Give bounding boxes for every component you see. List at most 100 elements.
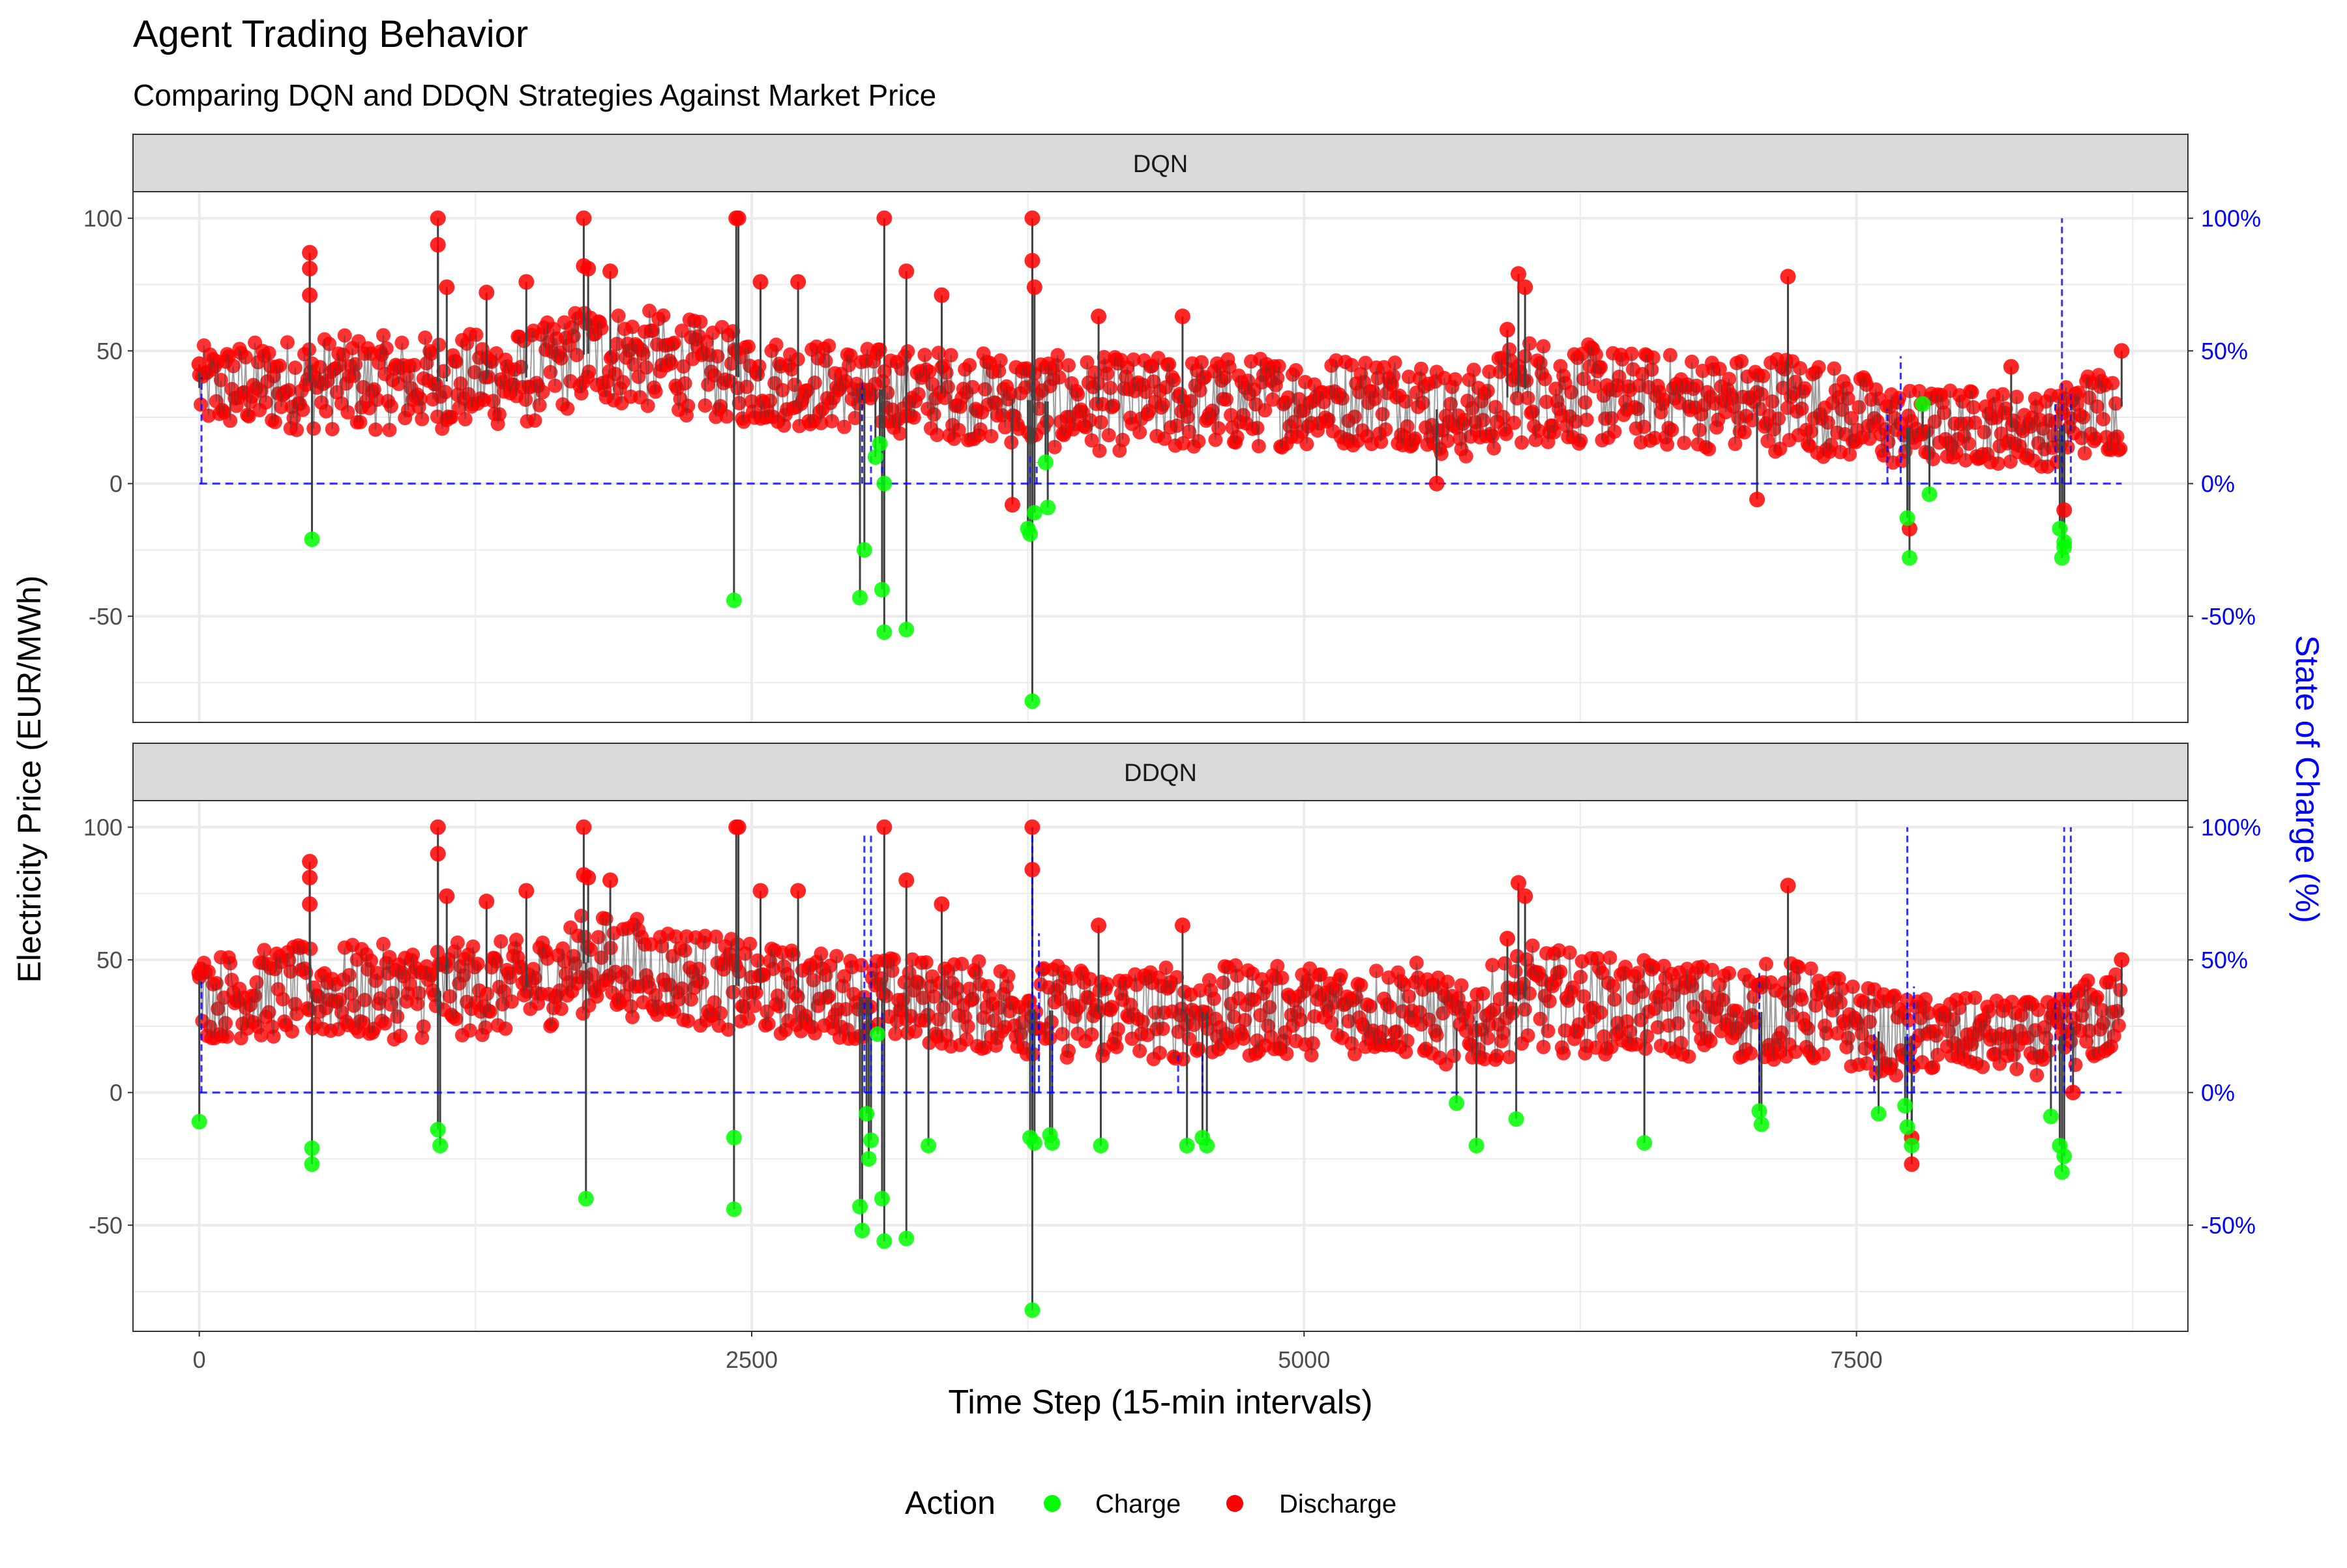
discharge-point bbox=[2065, 1084, 2081, 1101]
charge-point bbox=[861, 1151, 877, 1167]
facet-panel-dqn: DQN -50 -50% 0 0% 50 50% 100 100% bbox=[83, 134, 2261, 723]
discharge-point bbox=[191, 965, 207, 981]
legend-discharge-label: Discharge bbox=[1279, 1490, 1396, 1518]
charge-point bbox=[856, 542, 872, 558]
y-tick-label: 50 bbox=[96, 947, 123, 973]
discharge-point bbox=[934, 287, 950, 303]
facet-strip-label: DDQN bbox=[1124, 760, 1197, 787]
discharge-point bbox=[1024, 861, 1041, 878]
discharge-point bbox=[430, 846, 446, 862]
charge-point bbox=[2052, 520, 2068, 537]
y2-tick-label: 0% bbox=[2201, 471, 2235, 497]
charge-point bbox=[1904, 1138, 1920, 1154]
discharge-point bbox=[1004, 497, 1020, 513]
discharge-point bbox=[934, 896, 950, 912]
y-tick-label: 0 bbox=[110, 1080, 123, 1106]
y2-tick-label: -50% bbox=[2201, 603, 2256, 630]
y2-tick-label: 50% bbox=[2201, 338, 2248, 364]
discharge-point bbox=[1517, 888, 1533, 904]
charge-point bbox=[1753, 1116, 1769, 1132]
x-tick-label: 7500 bbox=[1831, 1346, 1883, 1373]
charge-point bbox=[726, 1201, 742, 1217]
y-axis-title: Electricity Price (EUR/MWh) bbox=[11, 575, 48, 983]
discharge-point bbox=[576, 819, 592, 835]
discharge-point bbox=[1174, 308, 1190, 325]
chart-title: Agent Trading Behavior bbox=[133, 13, 528, 55]
charge-point bbox=[898, 621, 915, 638]
discharge-point bbox=[1511, 875, 1527, 891]
facet-strip bbox=[132, 134, 2189, 192]
discharge-point bbox=[479, 284, 495, 301]
y-tick-label: 100 bbox=[83, 814, 123, 841]
charge-point bbox=[898, 1230, 915, 1247]
charge-point bbox=[867, 449, 883, 465]
x-tick-label: 5000 bbox=[1278, 1346, 1330, 1373]
charge-point bbox=[2043, 1108, 2059, 1125]
discharge-point bbox=[580, 870, 597, 886]
legend-charge-label: Charge bbox=[1095, 1490, 1181, 1518]
charge-point bbox=[854, 1222, 870, 1239]
discharge-point bbox=[191, 356, 207, 372]
discharge-point bbox=[1024, 210, 1041, 226]
discharge-point bbox=[518, 883, 535, 899]
charge-point bbox=[304, 531, 320, 548]
charge-point bbox=[1899, 510, 1915, 526]
discharge-point bbox=[518, 274, 535, 290]
discharge-point bbox=[430, 819, 446, 835]
discharge-point bbox=[1517, 279, 1533, 295]
charge-point bbox=[2056, 539, 2073, 555]
discharge-point bbox=[876, 210, 893, 226]
discharge-point bbox=[302, 853, 318, 870]
charge-point bbox=[874, 582, 890, 598]
discharge-point bbox=[302, 870, 318, 886]
discharge-point bbox=[1499, 930, 1516, 947]
discharge-point bbox=[1091, 917, 1107, 934]
discharge-point bbox=[1780, 269, 1796, 285]
discharge-point bbox=[1904, 1156, 1920, 1172]
charge-point bbox=[859, 1106, 875, 1122]
charge-point bbox=[1468, 1138, 1484, 1154]
charge-point bbox=[430, 1121, 446, 1138]
discharge-point bbox=[302, 244, 318, 261]
x-tick-label: 0 bbox=[193, 1346, 206, 1373]
panel-border bbox=[132, 800, 2189, 1332]
discharge-point bbox=[1091, 308, 1107, 325]
discharge-point bbox=[302, 261, 318, 277]
discharge-point bbox=[1749, 492, 1765, 508]
charge-point bbox=[578, 1191, 594, 1207]
charge-point bbox=[1921, 486, 1938, 502]
discharge-point bbox=[1499, 321, 1516, 338]
charge-point bbox=[1024, 693, 1041, 709]
y-tick-label: 0 bbox=[110, 471, 123, 497]
discharge-point bbox=[1026, 279, 1042, 295]
y2-tick-label: 100% bbox=[2201, 205, 2261, 232]
charge-point bbox=[1751, 1103, 1767, 1119]
discharge-point bbox=[430, 210, 446, 226]
price-line bbox=[198, 310, 2121, 467]
x-axis-title: Time Step (15-min intervals) bbox=[948, 1383, 1372, 1421]
facet-strip bbox=[132, 743, 2189, 801]
charge-point bbox=[304, 1156, 320, 1172]
discharge-point bbox=[898, 872, 915, 889]
charge-point bbox=[432, 1138, 449, 1154]
price-line bbox=[198, 915, 2121, 1076]
charge-point bbox=[1915, 396, 1931, 412]
charge-point bbox=[2054, 1164, 2070, 1180]
discharge-point bbox=[430, 237, 446, 253]
panel-border bbox=[132, 191, 2189, 723]
charge-point bbox=[852, 1198, 868, 1215]
discharge-point bbox=[898, 263, 915, 280]
discharge-point bbox=[790, 883, 806, 899]
charge-point bbox=[1449, 1095, 1465, 1111]
y-tick-label: -50 bbox=[89, 603, 123, 630]
discharge-point bbox=[602, 872, 619, 889]
charge-point bbox=[1897, 1098, 1913, 1114]
charge-point bbox=[872, 436, 888, 452]
charge-point bbox=[1636, 1135, 1653, 1151]
discharge-point bbox=[1428, 475, 1445, 492]
discharge-point bbox=[790, 274, 806, 290]
y2-tick-label: 100% bbox=[2201, 814, 2261, 841]
charge-point bbox=[191, 1114, 207, 1130]
